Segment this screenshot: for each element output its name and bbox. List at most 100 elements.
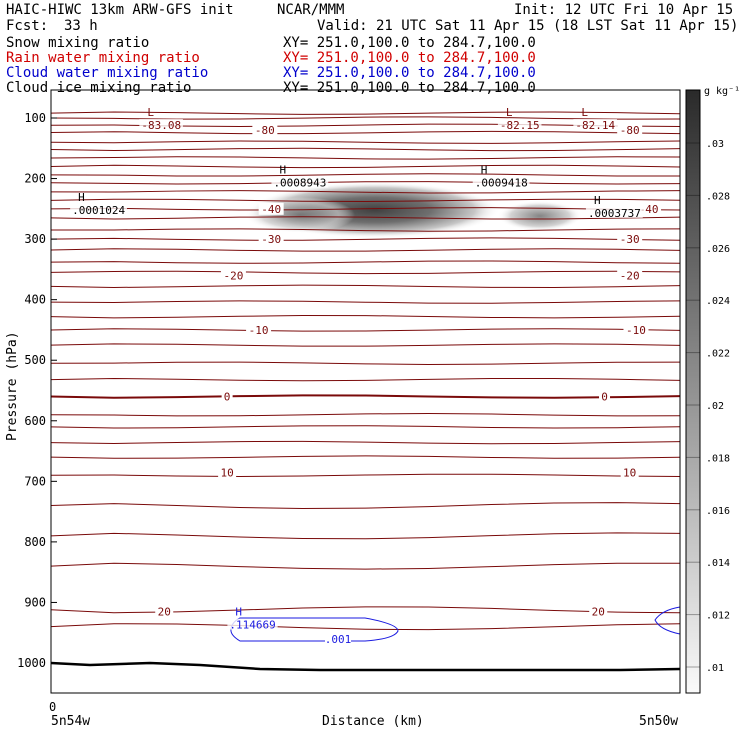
y-tick-label: 900 xyxy=(24,595,46,609)
y-tick-label: 300 xyxy=(24,232,46,246)
isotherm-line xyxy=(51,116,680,120)
isotherm-line xyxy=(51,156,680,160)
snow-east xyxy=(498,201,582,231)
field-xy-rain: XY= 251.0,100.0 to 284.7,100.0 xyxy=(283,50,536,66)
extrema-labels: L-83.08L-82.15L-82.14H.0001024H.0008943H… xyxy=(70,106,643,632)
extremum-value: .0008943 xyxy=(273,177,326,190)
isotherm-line xyxy=(51,562,680,570)
isotherm-line xyxy=(51,228,680,232)
colorbar-tick-label: .03 xyxy=(706,139,724,150)
isotherm-line xyxy=(51,270,680,275)
isotherm-line xyxy=(51,361,680,365)
extremum-value-bg xyxy=(70,203,127,215)
field-xy-cloudice: XY= 251.0,100.0 to 284.7,100.0 xyxy=(283,80,536,96)
extremum-value: .0001024 xyxy=(72,204,125,217)
colorbar-tick-label: .016 xyxy=(706,506,730,517)
contour-label: -10 xyxy=(626,324,646,337)
extremum-value-bg xyxy=(585,206,643,218)
extremum-value: -82.15 xyxy=(500,119,540,132)
contour-label-bg xyxy=(617,124,643,137)
isotherm-line xyxy=(51,440,680,445)
contour-label: -30 xyxy=(261,233,281,246)
contour-label: -30 xyxy=(620,233,640,246)
contour-label: -40 xyxy=(261,203,281,216)
extremum-value-bg xyxy=(271,176,329,188)
field-xy-cloudwater: XY= 251.0,100.0 to 284.7,100.0 xyxy=(283,65,536,81)
isotherm-line xyxy=(51,473,680,477)
isotherm-line xyxy=(51,140,680,144)
extremum-value: -83.08 xyxy=(141,119,181,132)
y-tick-label: 200 xyxy=(24,172,46,186)
y-tick-label: 700 xyxy=(24,474,46,488)
pressure-axis: 100 200 300 400 500 600 700 800 900 1000 xyxy=(17,111,57,670)
field-name-cloudice: Cloud ice mixing ratio xyxy=(6,80,192,96)
contour-label-bg xyxy=(258,202,284,215)
isotherm-line xyxy=(51,207,680,211)
colorbar-tick-label: .018 xyxy=(706,453,730,464)
extremum-marker: H xyxy=(481,164,488,177)
isotherm-line xyxy=(51,315,680,319)
contour-label-bg xyxy=(155,605,174,618)
isotherm-line xyxy=(51,111,680,115)
terrain-line xyxy=(50,661,681,672)
contour-label: -10 xyxy=(249,324,269,337)
field-name-rain: Rain water mixing ratio xyxy=(6,50,200,66)
x-right-endpoint: 5n50w xyxy=(639,714,678,729)
field-xy-snow: XY= 251.0,100.0 to 284.7,100.0 xyxy=(283,35,536,51)
isotherm-line xyxy=(51,260,680,264)
cloud-water-label: .001 xyxy=(325,633,352,646)
extremum-value: .114669 xyxy=(229,619,275,632)
valid-time: Valid: 21 UTC Sat 11 Apr 15 (18 LST Sat … xyxy=(317,18,739,34)
colorbar-tick-label: .014 xyxy=(706,558,730,569)
isotherm-line xyxy=(51,173,680,177)
contour-label-bg xyxy=(246,323,272,336)
contour-label-bg xyxy=(620,466,639,479)
isotherm-line xyxy=(51,190,680,194)
contour-label-bg xyxy=(218,466,237,479)
isotherm-line xyxy=(51,164,680,169)
contour-label-bg xyxy=(258,233,284,246)
extremum-marker: H xyxy=(279,164,286,177)
extremum-value-bg xyxy=(573,119,617,131)
contour-label: 20 xyxy=(158,606,171,619)
contour-label: 10 xyxy=(623,466,636,479)
extremum-value: -82.14 xyxy=(575,119,615,132)
isotherm-line xyxy=(51,502,680,510)
y-axis-label: Pressure (hPa) xyxy=(5,331,20,441)
isotherm-line xyxy=(51,394,680,399)
contour-label: -20 xyxy=(620,269,640,282)
field-name-snow: Snow mixing ratio xyxy=(6,35,150,51)
contour-label-bg xyxy=(221,390,233,403)
cloud-water-contour-right xyxy=(654,606,681,635)
colorbar-ticks: .03 .028 .026 .024 .022 .02 .018 .016 .014 .012 .0… xyxy=(686,139,730,674)
colorbar-tick-label: .02 xyxy=(706,401,724,412)
plot-frame xyxy=(50,89,681,694)
isotherm-line xyxy=(51,532,680,540)
contour-label: -20 xyxy=(223,269,243,282)
contour-label-bg xyxy=(599,390,611,403)
colorbar-tick-label: .022 xyxy=(706,349,730,360)
contour-label: -80 xyxy=(255,124,275,137)
fcst-label: Fcst: xyxy=(6,18,49,34)
y-tick-label: 600 xyxy=(24,414,46,428)
isotherm-line xyxy=(51,413,680,417)
isotherm-line xyxy=(51,248,680,252)
isotherm-line xyxy=(51,216,680,220)
isotherm-line xyxy=(51,425,680,429)
extremum-marker: H xyxy=(235,606,242,619)
isotherm-line xyxy=(51,284,680,288)
contour-label: 10 xyxy=(220,466,233,479)
contour-label: 0 xyxy=(224,391,231,404)
contour-label: 0 xyxy=(601,391,608,404)
extremum-value: .0003737 xyxy=(588,207,641,220)
y-tick-label: 800 xyxy=(24,535,46,549)
x-axis-label: Distance (km) xyxy=(322,714,424,729)
colorbar-tick-label: .012 xyxy=(706,611,730,622)
extremum-value-bg xyxy=(227,618,278,630)
isotherm-line xyxy=(51,130,680,135)
isotherm-line xyxy=(51,198,680,203)
colorbar xyxy=(685,89,701,694)
extremum-marker: L xyxy=(147,106,154,119)
contour-label-bg xyxy=(220,269,246,282)
